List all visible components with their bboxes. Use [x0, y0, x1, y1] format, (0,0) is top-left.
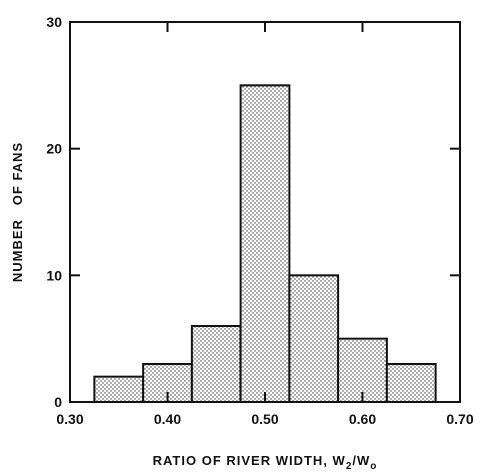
x-tick-label: 0.70 [446, 411, 473, 427]
x-tick-label: 0.60 [349, 411, 376, 427]
histogram-bar-5 [288, 274, 340, 404]
y-tick-label: 0 [54, 394, 62, 410]
y-tick-label: 20 [46, 141, 62, 157]
x-tick-label: 0.40 [154, 411, 181, 427]
axis-ticks: 0 10 20 30 0.30 0.40 0.50 0.60 0.70 [46, 14, 473, 427]
x-axis-label-main: RATIO OF RIVER WIDTH, W [153, 453, 346, 468]
histogram-bars [93, 84, 437, 404]
x-axis-label-mid: /W [352, 453, 370, 468]
x-axis-label-sub-1: 2 [346, 461, 353, 472]
x-axis-label-sub-2: o [370, 461, 377, 472]
histogram-bar-1 [93, 375, 145, 403]
x-tick-label: 0.30 [56, 411, 83, 427]
histogram-bar-4 [239, 84, 291, 403]
histogram-bar-3 [190, 325, 242, 403]
y-axis-label: NUMBER OF FANS [10, 142, 25, 282]
x-tick-label: 0.50 [251, 411, 278, 427]
y-tick-label: 30 [46, 14, 62, 30]
histogram-bar-7 [385, 363, 437, 403]
y-tick-label: 10 [46, 267, 62, 283]
x-axis-label: RATIO OF RIVER WIDTH, W2/Wo [153, 453, 378, 472]
